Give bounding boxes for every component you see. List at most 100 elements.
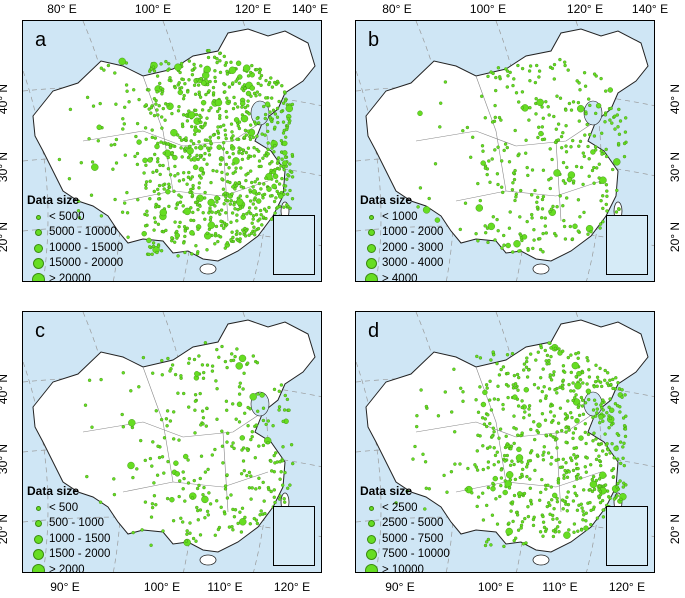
- station-dot: [224, 194, 228, 199]
- station-dot: [290, 170, 294, 174]
- station-dot: [516, 528, 521, 532]
- station-dot: [458, 462, 462, 466]
- legend-item: 5000 - 10000: [27, 225, 123, 241]
- station-dot: [183, 250, 187, 255]
- station-dot: [438, 101, 443, 105]
- station-dot: [579, 528, 584, 532]
- station-dot: [495, 522, 500, 526]
- station-dot: [242, 468, 247, 473]
- station-dot: [85, 95, 90, 100]
- station-dot: [255, 361, 260, 365]
- station-dot: [559, 428, 564, 433]
- station-dot: [125, 190, 129, 195]
- station-dot: [225, 440, 229, 444]
- station-dot: [531, 523, 536, 528]
- station-dot: [250, 486, 254, 490]
- station-dot: [552, 435, 557, 440]
- station-dot: [144, 180, 149, 184]
- station-dot: [496, 460, 501, 464]
- station-dot: [510, 250, 515, 254]
- top-lon-label-3: 120° E: [234, 2, 272, 16]
- station-dot: [424, 404, 429, 409]
- station-dot: [598, 380, 603, 384]
- station-dot: [507, 521, 511, 525]
- station-dot: [508, 478, 513, 482]
- station-dot: [485, 172, 489, 177]
- station-dot: [280, 176, 284, 181]
- station-dot: [523, 151, 528, 155]
- station-dot: [575, 475, 579, 479]
- station-dot: [211, 133, 216, 137]
- station-dot: [197, 144, 204, 151]
- station-dot: [218, 70, 223, 75]
- top-lon-label-5: 80° E: [382, 2, 412, 16]
- station-dot: [193, 399, 198, 403]
- station-dot: [578, 378, 583, 382]
- station-dot: [616, 380, 620, 385]
- station-dot: [229, 198, 234, 203]
- station-dot: [543, 216, 548, 220]
- station-dot: [556, 122, 561, 126]
- station-dot: [98, 101, 102, 106]
- station-dot: [571, 179, 576, 183]
- station-dot: [465, 125, 470, 130]
- station-dot: [183, 207, 192, 216]
- station-dot: [141, 230, 147, 237]
- station-dot: [235, 229, 239, 234]
- station-dot: [571, 398, 575, 403]
- station-dot: [579, 395, 584, 400]
- station-dot: [243, 128, 248, 133]
- station-dot: [195, 505, 199, 510]
- station-dot: [616, 457, 620, 461]
- station-dot: [144, 103, 148, 107]
- station-dot: [502, 148, 506, 153]
- station-dot: [489, 408, 494, 412]
- station-dot: [155, 74, 160, 78]
- station-dot: [174, 471, 181, 477]
- station-dot: [216, 209, 221, 214]
- station-dot: [242, 411, 247, 416]
- station-dot: [584, 519, 588, 523]
- station-dot: [494, 75, 498, 80]
- station-dot: [183, 234, 187, 239]
- station-dot: [592, 431, 596, 435]
- station-dot: [555, 94, 559, 98]
- station-dot: [240, 506, 245, 511]
- station-dot: [281, 419, 285, 424]
- province-boundary: [415, 130, 517, 147]
- station-dot: [147, 252, 151, 257]
- right-lat-label-4: 40° N: [668, 373, 683, 405]
- station-dot: [200, 80, 207, 86]
- station-dot: [508, 70, 512, 75]
- station-dot: [552, 114, 556, 119]
- station-dot: [595, 384, 599, 389]
- station-dot: [264, 176, 268, 180]
- station-dot: [529, 449, 534, 453]
- station-dot: [576, 405, 581, 410]
- station-dot: [197, 186, 201, 190]
- station-dot: [611, 475, 616, 479]
- station-dot: [283, 99, 288, 103]
- station-dot: [161, 529, 165, 533]
- station-dot: [485, 226, 490, 230]
- station-dot: [240, 87, 244, 91]
- station-dot: [171, 410, 176, 414]
- station-dot: [216, 239, 220, 244]
- station-dot: [239, 166, 243, 170]
- station-dot: [499, 483, 503, 488]
- station-dot: [279, 383, 284, 387]
- station-dot: [281, 131, 286, 135]
- station-dot: [584, 111, 588, 116]
- station-dot: [197, 90, 201, 94]
- station-dot: [173, 372, 178, 377]
- station-dot: [252, 516, 257, 521]
- station-dot: [618, 410, 622, 414]
- station-dot: [546, 451, 551, 455]
- station-dot: [209, 180, 213, 185]
- station-dot: [182, 453, 189, 460]
- station-dot: [517, 249, 521, 253]
- station-dot: [415, 413, 419, 418]
- station-dot: [231, 185, 235, 189]
- station-dot: [555, 437, 559, 441]
- station-dot: [237, 149, 241, 154]
